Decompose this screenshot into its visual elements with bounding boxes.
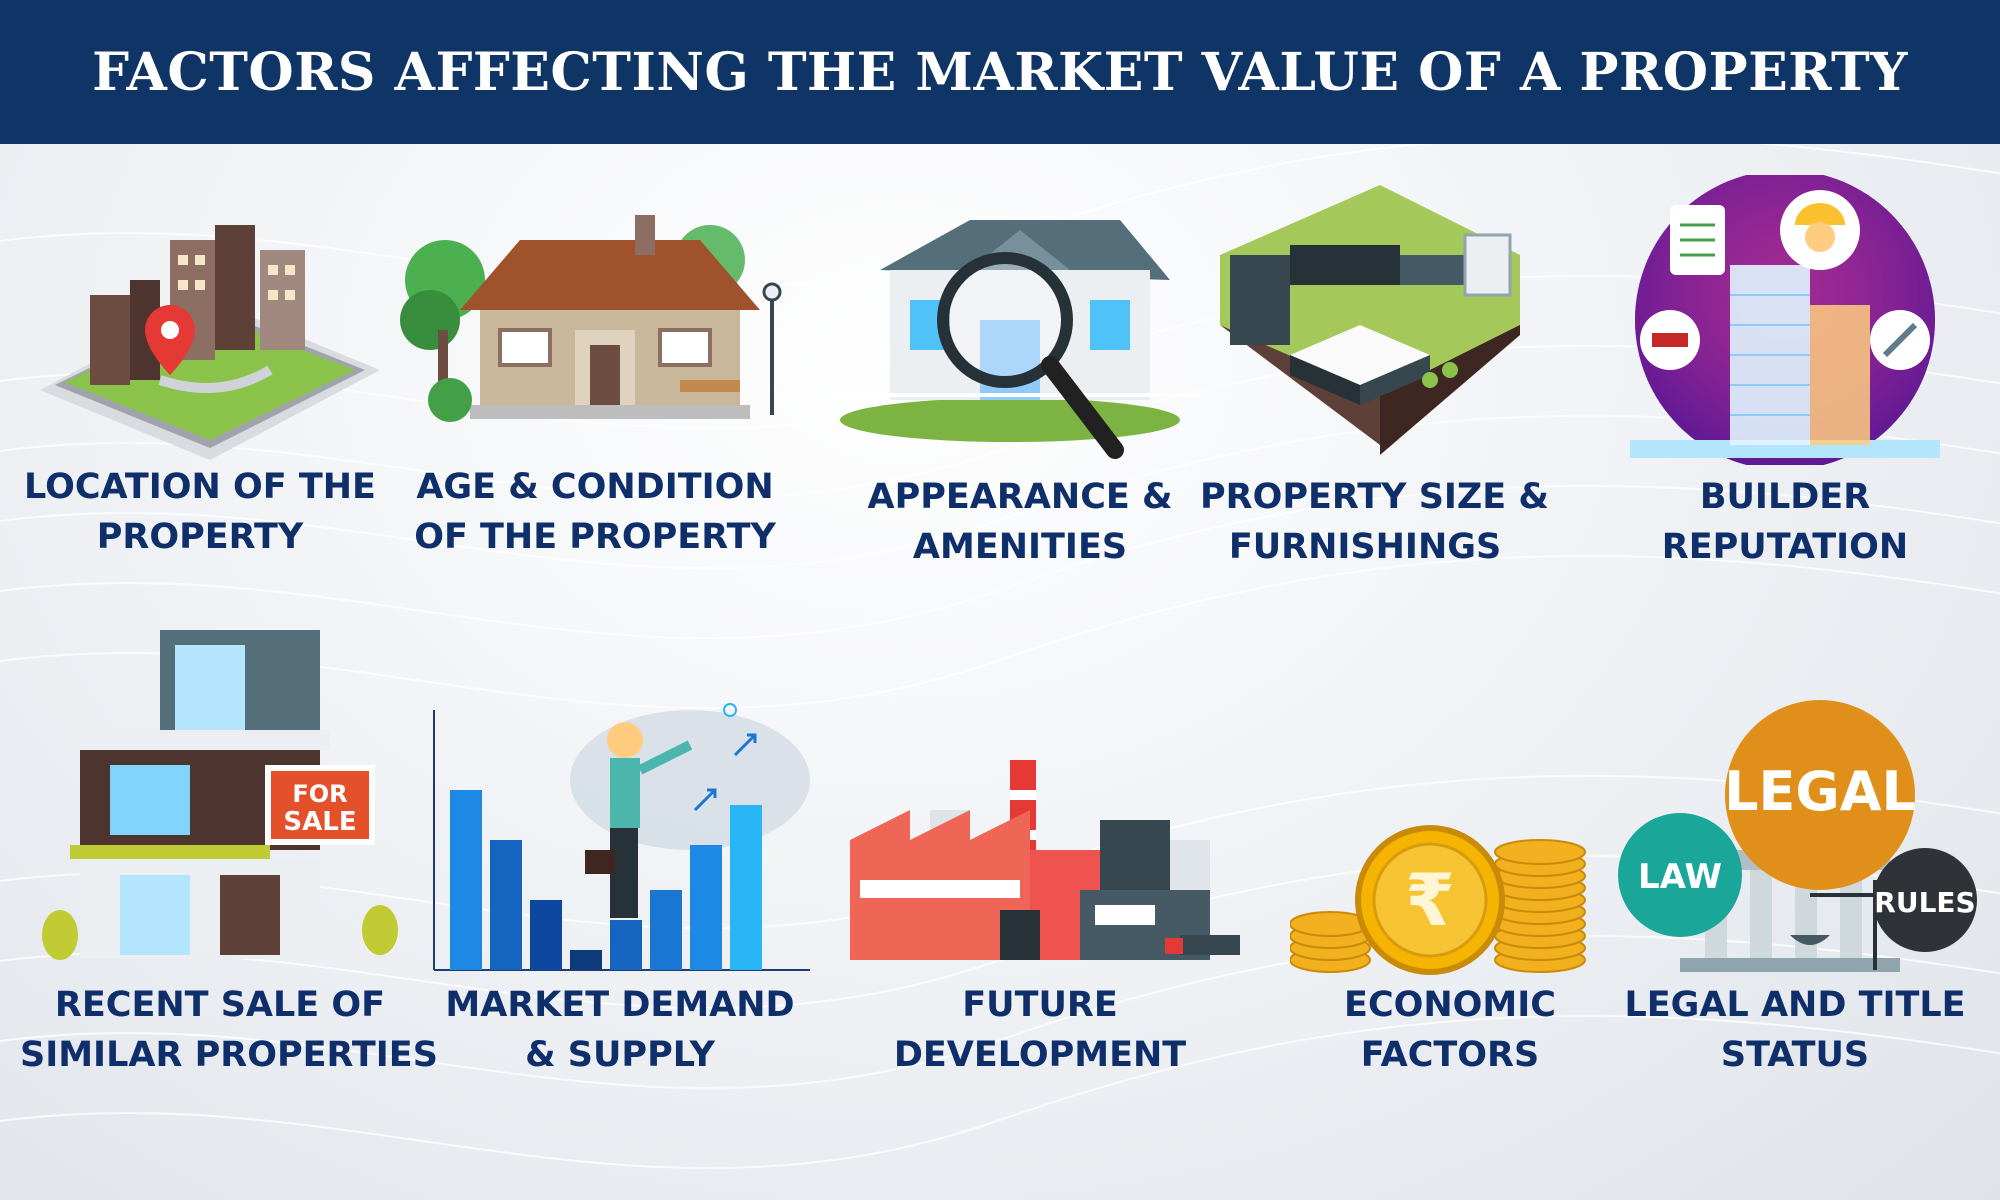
legal-bubble [1725,700,1915,890]
factor-recent-sale: FOR SALE RECENT SALE OF SIMILAR PROPERTIE… [20,630,438,1090]
factor-label: LEGAL AND TITLE STATUS [1624,985,1966,1075]
svg-text:RULES: RULES [1874,886,1975,919]
svg-text:₹: ₹ [1405,858,1455,942]
law-bubble [1618,813,1742,937]
factor-label: LOCATION OF THE PROPERTY [24,467,376,557]
svg-text:LAW: LAW [1638,857,1722,897]
factor-label: BUILDER REPUTATION [1661,477,1909,567]
factor-label: RECENT SALE OF SIMILAR PROPERTIES [20,985,438,1075]
factor-builder-reputation: BUILDER REPUTATION [1610,175,1960,585]
page-title: FACTORS AFFECTING THE MARKET VALUE OF A … [92,41,1908,103]
factor-future-development: FUTURE DEVELOPMENT [830,750,1250,1090]
svg-text:FOR: FOR [292,780,347,808]
factor-label: PROPERTY SIZE & FURNISHINGS [1200,477,1549,567]
house-magnifier-illustration [830,220,1200,459]
factor-label: FUTURE DEVELOPMENT [893,985,1187,1075]
svg-text:SALE: SALE [283,807,356,837]
factory-illustration [850,760,1240,960]
factor-age-condition: AGE & CONDITION OF THE PROPERTY [400,200,790,580]
growth-chart-illustration [433,703,810,971]
for-sale-sign [271,771,369,839]
factor-label: MARKET DEMAND & SUPPLY [445,985,795,1075]
factor-size-furnishings: PROPERTY SIZE & FURNISHINGS [1200,185,1549,585]
location-illustration [40,225,380,460]
factor-location: LOCATION OF THE PROPERTY [20,200,380,580]
builder-illustration [1630,175,1940,465]
house-illustration [400,215,782,422]
map-pin-icon [145,305,195,375]
coins-illustration: ₹ [1290,825,1586,975]
factor-legal-title: LEGAL LAW RULES LEGAL AND TITLE STATUS [1610,700,1980,1090]
factor-label: ECONOMIC FACTORS [1344,985,1556,1075]
kitchen-illustration [1220,185,1520,455]
factor-appearance-amenities: APPEARANCE & AMENITIES [820,210,1220,590]
factor-label: AGE & CONDITION OF THE PROPERTY [414,467,776,557]
factor-economic: ₹ ECONOMIC FACTORS [1290,810,1610,1090]
magnifier-icon [937,252,1073,388]
factor-demand-supply: MARKET DEMAND & SUPPLY [430,700,810,1090]
businessman-icon [607,722,643,758]
legal-illustration: LEGAL LAW RULES [1618,700,1977,972]
factor-label: APPEARANCE & AMENITIES [867,477,1173,567]
for-sale-building-illustration: FOR SALE [42,630,398,960]
rules-bubble [1873,848,1977,952]
header-banner: FACTORS AFFECTING THE MARKET VALUE OF A … [0,0,2000,144]
svg-text:LEGAL: LEGAL [1724,760,1916,823]
